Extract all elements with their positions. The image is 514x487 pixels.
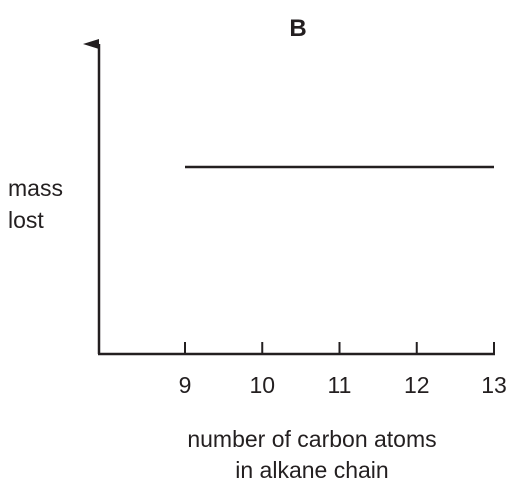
chart-title: B — [289, 15, 306, 42]
y-axis-label: mass lost — [8, 175, 63, 233]
x-axis-label-line-1: number of carbon atoms — [187, 426, 436, 452]
y-axis-label-line-1: mass — [8, 175, 63, 201]
x-ticks: 9 10 11 12 13 — [179, 342, 507, 398]
x-tick-label: 10 — [249, 372, 275, 398]
x-tick-label: 9 — [179, 372, 192, 398]
x-axis-label: number of carbon atoms in alkane chain — [187, 426, 436, 483]
x-tick-label: 11 — [328, 372, 352, 398]
x-axis-label-line-2: in alkane chain — [235, 457, 388, 483]
x-axis: 9 10 11 12 13 — [98, 342, 507, 398]
x-tick-label: 13 — [481, 372, 507, 398]
x-tick-label: 12 — [404, 372, 430, 398]
y-axis-label-line-2: lost — [8, 207, 44, 233]
